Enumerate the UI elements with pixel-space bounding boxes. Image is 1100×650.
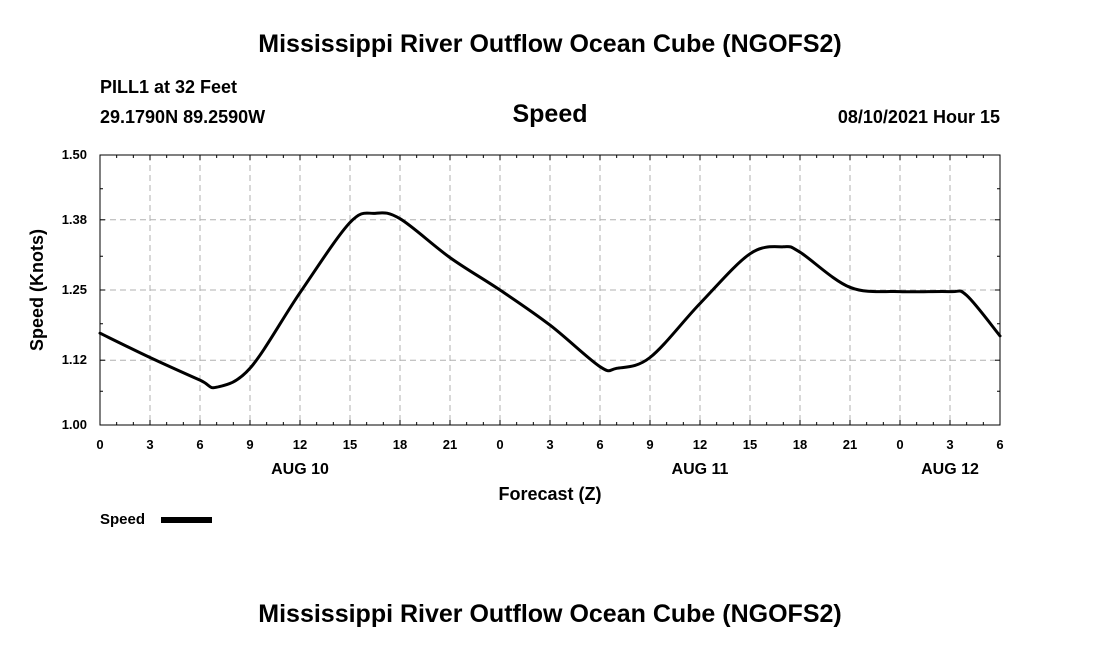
y-axis-title: Speed (Knots) xyxy=(27,229,47,351)
x-tick-label: 15 xyxy=(743,437,757,452)
x-tick-label: 0 xyxy=(96,437,103,452)
x-tick-label: 6 xyxy=(596,437,603,452)
x-tick-label: 0 xyxy=(896,437,903,452)
x-tick-label: 0 xyxy=(496,437,503,452)
x-axis-title: Forecast (Z) xyxy=(498,484,601,504)
x-tick-label: 15 xyxy=(343,437,357,452)
date-label: AUG 12 xyxy=(921,461,979,478)
grid-lines xyxy=(100,155,1000,425)
tick-labels: 0 3 6 9 12 15 18 21 0 3 6 9 12 15 18 21 0 3 6 1.00 1.12 1.25 1… xyxy=(62,147,1004,478)
x-tick-label: 9 xyxy=(646,437,653,452)
x-tick-label: 9 xyxy=(246,437,253,452)
coordinates-label: 29.1790N 89.2590W xyxy=(100,107,266,127)
x-tick-label: 3 xyxy=(546,437,553,452)
x-tick-label: 3 xyxy=(946,437,953,452)
axis-ticks xyxy=(99,154,1001,426)
station-label: PILL1 at 32 Feet xyxy=(100,77,238,97)
datetime-label: 08/10/2021 Hour 15 xyxy=(837,107,1000,127)
footer-title: Mississippi River Outflow Ocean Cube (NG… xyxy=(258,600,842,628)
y-tick-label: 1.50 xyxy=(62,147,87,162)
legend-label: Speed xyxy=(100,511,145,528)
x-tick-label: 21 xyxy=(843,437,857,452)
date-label: AUG 10 xyxy=(271,461,329,478)
variable-label: Speed xyxy=(512,100,588,128)
x-tick-label: 18 xyxy=(393,437,407,452)
x-tick-label: 12 xyxy=(293,437,307,452)
speed-series-line xyxy=(98,211,1002,390)
x-tick-label: 18 xyxy=(793,437,807,452)
x-tick-label: 12 xyxy=(693,437,707,452)
y-tick-label: 1.38 xyxy=(62,212,87,227)
date-label: AUG 11 xyxy=(672,461,729,478)
x-tick-label: 6 xyxy=(196,437,203,452)
x-tick-label: 6 xyxy=(996,437,1003,452)
y-tick-label: 1.12 xyxy=(62,352,87,367)
y-tick-label: 1.00 xyxy=(62,417,87,432)
legend: Speed xyxy=(100,511,212,528)
x-tick-label: 3 xyxy=(146,437,153,452)
chart-title: Mississippi River Outflow Ocean Cube (NG… xyxy=(258,30,842,58)
x-tick-label: 21 xyxy=(443,437,457,452)
y-tick-label: 1.25 xyxy=(62,282,87,297)
